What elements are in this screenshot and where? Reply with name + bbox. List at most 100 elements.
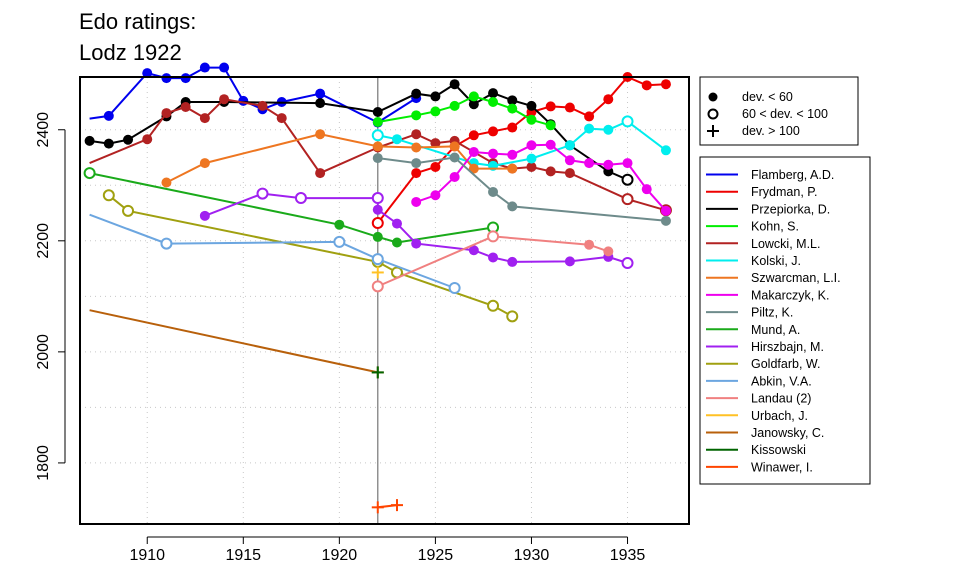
data-point [371, 217, 384, 230]
data-point [526, 100, 537, 111]
data-point [545, 166, 556, 177]
data-point [391, 218, 402, 229]
data-point [371, 253, 384, 266]
data-point [411, 142, 422, 153]
data-point [372, 141, 383, 152]
x-tick-label: 1930 [514, 547, 550, 564]
data-point [621, 193, 634, 206]
chart-title-line-1: Edo ratings: [79, 9, 197, 34]
series-legend-label: Abkin, V.A. [751, 374, 812, 388]
data-point [487, 299, 500, 312]
data-point [219, 94, 230, 105]
data-point [411, 129, 422, 140]
x-tick-label: 1925 [418, 547, 454, 564]
data-point [411, 196, 422, 207]
data-point [294, 192, 307, 205]
x-tick-label: 1915 [225, 547, 261, 564]
x-tick-label: 1935 [610, 547, 646, 564]
data-point [468, 130, 479, 141]
data-point [83, 167, 96, 180]
data-point [488, 186, 499, 197]
data-point [372, 231, 383, 242]
data-point [507, 122, 518, 133]
data-point [488, 88, 499, 99]
data-point [123, 134, 134, 145]
data-point [448, 282, 461, 295]
series-legend-label: Szwarcman, L.I. [751, 271, 841, 285]
y-tick-label: 2200 [35, 223, 52, 259]
data-point [584, 239, 595, 250]
series-legend-label: Goldfarb, W. [751, 357, 820, 371]
x-tick-label: 1910 [129, 547, 165, 564]
data-point [430, 106, 441, 117]
x-tick-label: 1920 [322, 547, 358, 564]
data-point [371, 366, 384, 379]
data-point [603, 246, 614, 257]
data-point [315, 168, 326, 179]
data-point [488, 96, 499, 107]
y-tick-label: 2400 [35, 112, 52, 148]
data-point [122, 204, 135, 217]
data-point [371, 192, 384, 205]
legend-symbol-plus [707, 125, 719, 137]
data-point [372, 106, 383, 117]
series-line [377, 156, 666, 222]
data-point [564, 140, 575, 151]
series-legend-label: Landau (2) [751, 392, 811, 406]
data-point [468, 163, 479, 174]
data-point [660, 205, 671, 216]
data-point [372, 204, 383, 215]
data-point [219, 62, 230, 73]
data-point [411, 238, 422, 249]
data-point [256, 187, 269, 200]
data-point [160, 237, 173, 250]
data-point [545, 139, 556, 150]
data-point [603, 159, 614, 170]
data-point [430, 91, 441, 102]
series-line [89, 82, 628, 181]
data-point [142, 68, 153, 79]
data-point [603, 124, 614, 135]
data-point [315, 129, 326, 140]
y-tick-label: 2000 [35, 334, 52, 370]
deviation-legend-label: 60 < dev. < 100 [742, 107, 828, 121]
data-point [641, 80, 652, 91]
data-point [411, 88, 422, 99]
data-point [161, 73, 172, 84]
data-point [526, 140, 537, 151]
series-line [89, 66, 417, 124]
data-point [449, 141, 460, 152]
data-point [180, 101, 191, 112]
data-point [507, 163, 518, 174]
data-point [102, 189, 115, 202]
data-point [371, 501, 384, 514]
data-point [390, 499, 403, 512]
data-point [430, 138, 441, 149]
data-point [411, 168, 422, 179]
data-point [430, 161, 441, 172]
data-point [603, 94, 614, 105]
data-point [372, 116, 383, 127]
data-point [621, 115, 634, 128]
data-point [584, 158, 595, 169]
series-legend-label: Hirszbajn, M. [751, 340, 824, 354]
series-legend-label: Frydman, P. [751, 185, 817, 199]
data-point [315, 88, 326, 99]
series-line [89, 309, 379, 374]
data-point [142, 134, 153, 145]
data-point [584, 111, 595, 122]
data-point [276, 113, 287, 124]
data-point [372, 153, 383, 164]
data-point [622, 158, 633, 169]
data-point [449, 152, 460, 163]
data-point [371, 280, 384, 293]
data-point [449, 79, 460, 90]
data-point [564, 168, 575, 179]
data-point [507, 103, 518, 114]
data-point [391, 237, 402, 248]
series-legend-box [699, 156, 871, 485]
data-point [199, 62, 210, 73]
series-line [377, 120, 667, 167]
series-line [89, 172, 494, 244]
data-point [449, 100, 460, 111]
